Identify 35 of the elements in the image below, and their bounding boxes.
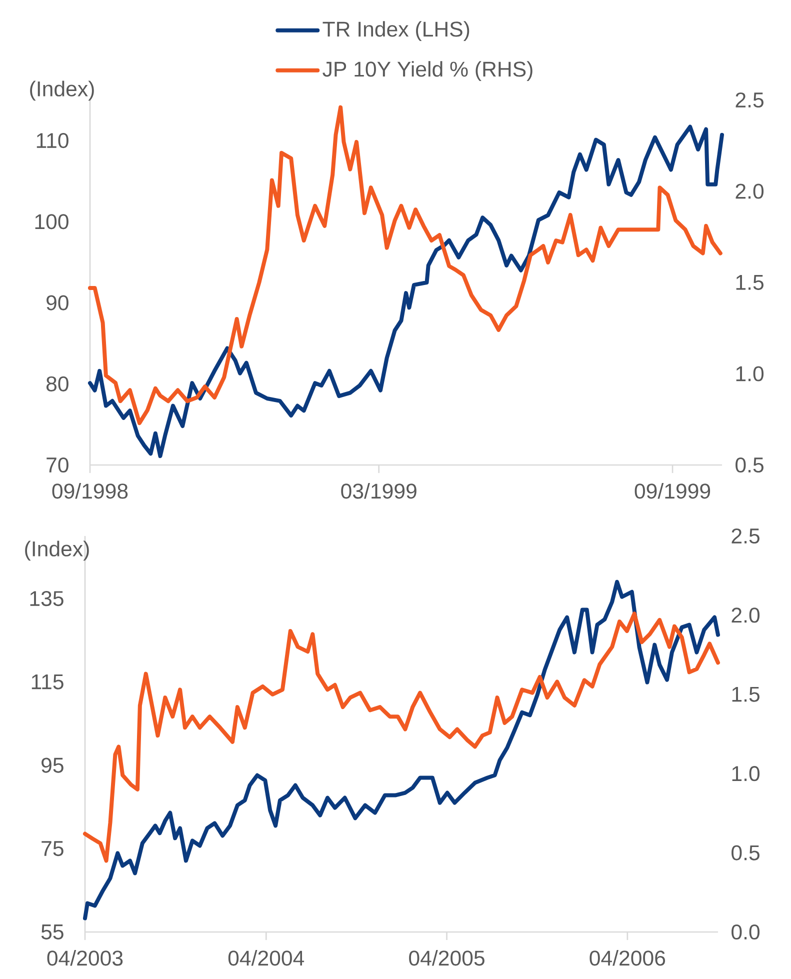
line-series — [88, 124, 724, 458]
y-tick-label: 90 — [46, 295, 68, 310]
legend-label: TR Index (LHS) — [322, 21, 470, 41]
x-tick-label: 09/1998 — [52, 483, 128, 499]
legend-label: JP 10Y Yield % (RHS) — [322, 61, 532, 81]
y2-tick-label: 1.0 — [736, 366, 764, 382]
y2-tick-label: 2.0 — [736, 184, 764, 199]
y-tick-label: 115 — [32, 674, 64, 690]
y-tick-label: 100 — [35, 214, 68, 230]
x-tick-label: 04/2004 — [228, 950, 304, 966]
y2-tick-label: 1.5 — [736, 275, 764, 290]
y-tick-label: 55 — [41, 924, 64, 940]
y-tick-label: 110 — [36, 133, 68, 148]
y-tick-label: 95 — [42, 758, 64, 773]
y-tick-label: 75 — [42, 841, 64, 856]
y2-tick-label: 2.0 — [732, 608, 760, 623]
y2-tick-label: 1.5 — [732, 686, 760, 702]
y2-tick-label: 2.5 — [736, 92, 764, 108]
y2-tick-label: 2.5 — [732, 528, 760, 544]
x-tick-label: 04/2006 — [590, 950, 666, 966]
y-axis-title: (Index) — [25, 540, 89, 561]
line-series — [88, 105, 722, 426]
y2-tick-label: 0.5 — [732, 845, 760, 860]
y2-tick-label: 0.5 — [736, 457, 764, 473]
y2-tick-label: 0.0 — [732, 924, 760, 940]
x-tick-label: 09/1999 — [634, 483, 710, 499]
x-tick-label: 03/1999 — [341, 483, 416, 499]
line-series — [83, 612, 720, 863]
x-tick-label: 04/2003 — [47, 950, 123, 966]
y2-tick-label: 1.0 — [732, 766, 760, 782]
y-tick-label: 135 — [30, 590, 64, 606]
x-tick-label: 04/2005 — [409, 950, 484, 966]
y-axis-title: (Index) — [30, 80, 94, 101]
y-tick-label: 70 — [46, 457, 68, 473]
y-tick-label: 80 — [46, 376, 68, 392]
